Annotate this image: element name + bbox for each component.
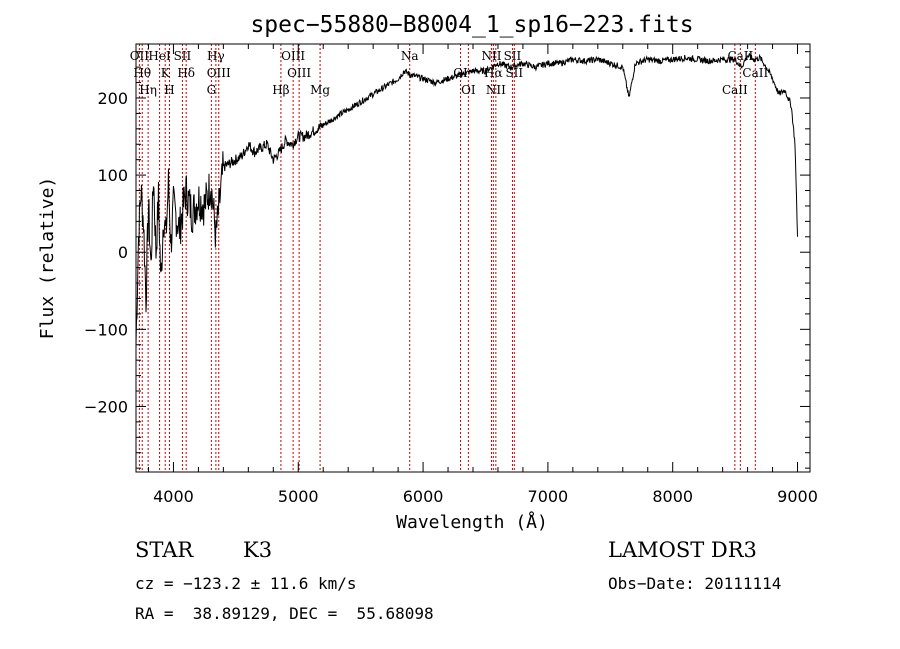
feature-label-25: CaII — [742, 66, 768, 80]
feature-labels: OII Hθ Hη HeI KH SII Hδ G Hγ OIII Hβ OIII OIII Mg Na OI… — [130, 49, 769, 97]
feature-label-23: CaII — [722, 83, 748, 97]
feature-label-8: G — [207, 83, 217, 97]
feature-label-24: CaII — [727, 49, 753, 63]
y-axis-label: Flux (relative) — [37, 177, 58, 340]
spectrum-chart: spec−55880−B8004_1_sp16−223.fits OII Hθ Hη… — [37, 12, 818, 533]
feature-label-17: OI — [461, 83, 476, 97]
x-tick-label-8000: 8000 — [652, 487, 693, 506]
feature-label-0: OII — [130, 49, 150, 63]
feature-label-11: Hβ — [272, 83, 289, 97]
y-tick-label--200: −200 — [84, 397, 128, 416]
y-tick-label--100: −100 — [84, 320, 128, 339]
obs-date: Obs−Date: 20111114 — [608, 574, 782, 593]
feature-label-6: SII — [174, 49, 192, 63]
x-tick-label-5000: 5000 — [278, 487, 319, 506]
feature-label-12: OIII — [281, 49, 305, 63]
feature-label-13: OIII — [287, 66, 311, 80]
y-tick-label-100: 100 — [97, 166, 128, 185]
cz-readout: cz = −123.2 ± 11.6 km/s — [135, 574, 357, 593]
survey-label: LAMOST DR3 — [608, 538, 757, 562]
feature-label-4: K — [161, 66, 171, 80]
y-axis: −200 −100 0 100 200 — [84, 51, 810, 469]
ra-dec-readout: RA = 38.89129, DEC = 55.68098 — [135, 604, 434, 623]
object-subclass: K3 — [243, 538, 273, 562]
feature-label-7: Hδ — [177, 66, 195, 80]
feature-label-2: Hη — [139, 83, 157, 97]
feature-label-5: H — [164, 83, 174, 97]
feature-lines — [138, 44, 756, 472]
plot-frame — [135, 43, 811, 473]
feature-label-10: OIII — [207, 66, 231, 80]
x-tick-label-6000: 6000 — [403, 487, 444, 506]
feature-label-20: NII — [486, 83, 506, 97]
x-tick-label-7000: 7000 — [528, 487, 569, 506]
x-axis-label: Wavelength (Å) — [396, 511, 548, 533]
x-tick-label-4000: 4000 — [153, 487, 194, 506]
feature-label-21: SII — [504, 49, 522, 63]
y-tick-label-0: 0 — [118, 243, 128, 262]
x-tick-label-9000: 9000 — [777, 487, 818, 506]
object-class: STAR — [135, 538, 194, 562]
feature-label-18: NII — [481, 49, 501, 63]
feature-label-9: Hγ — [207, 49, 225, 63]
feature-label-3: HeI — [148, 49, 171, 63]
feature-label-14: Mg — [310, 83, 330, 97]
x-axis: 4000 5000 6000 7000 8000 9000 — [147, 44, 818, 506]
feature-label-15: Na — [401, 49, 419, 63]
y-tick-label-200: 200 — [97, 89, 128, 108]
feature-label-1: Hθ — [133, 66, 151, 80]
spectrum-series-line — [135, 52, 799, 346]
chart-title: spec−55880−B8004_1_sp16−223.fits — [250, 12, 693, 38]
